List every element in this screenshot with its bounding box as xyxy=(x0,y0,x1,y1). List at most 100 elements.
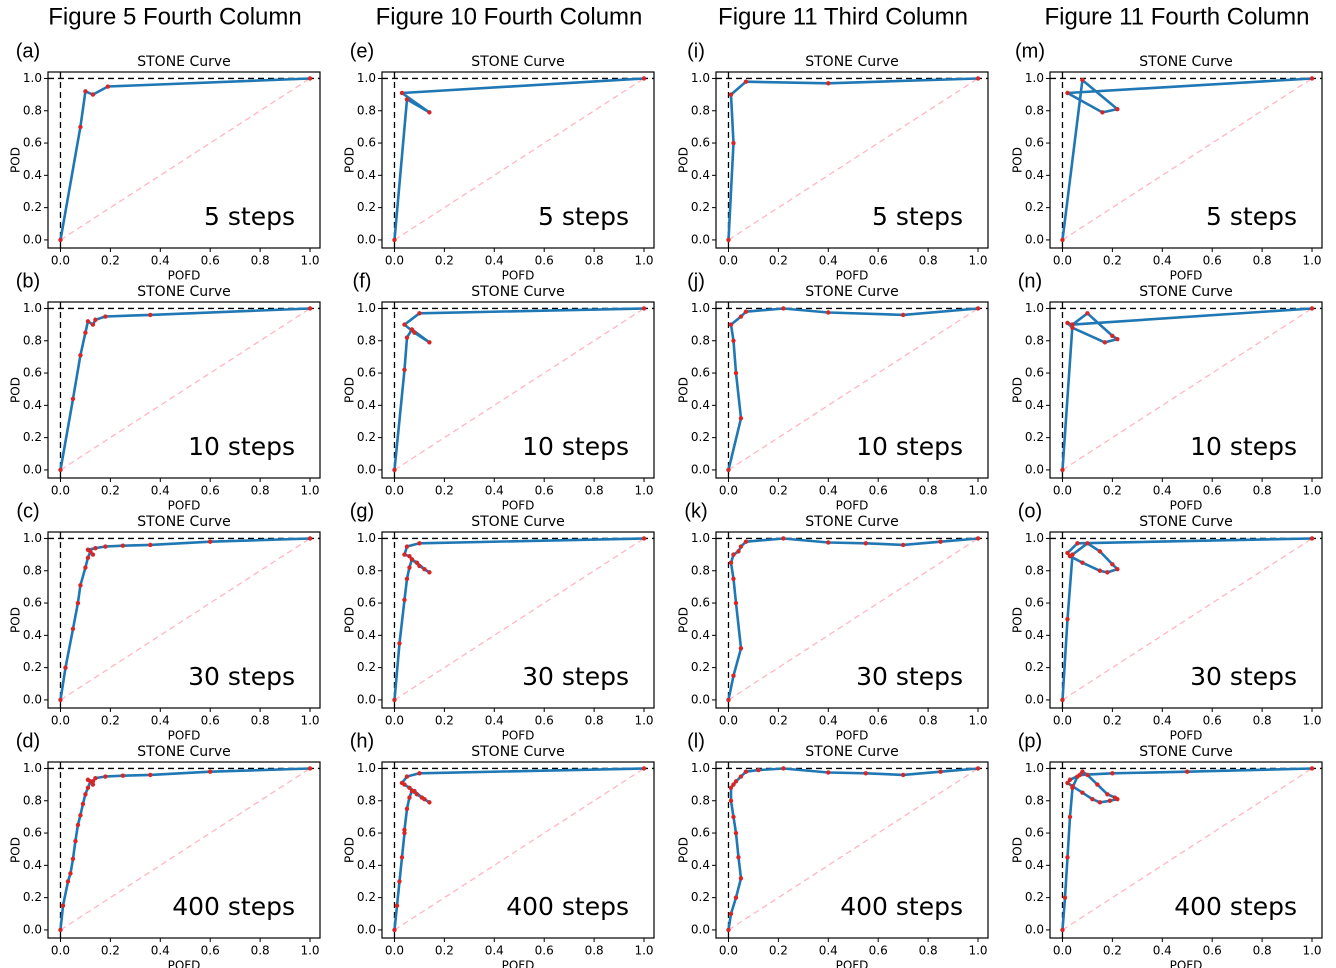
y-tick-label: 0.4 xyxy=(357,858,376,872)
x-tick-label: 0.0 xyxy=(719,944,738,958)
x-axis-label: POFD xyxy=(836,269,869,283)
step-point xyxy=(1185,769,1190,774)
step-point xyxy=(307,536,313,541)
stone-curve xyxy=(727,77,979,240)
step-point xyxy=(90,92,96,97)
y-axis-label: POD xyxy=(9,607,23,633)
plot-frame xyxy=(47,71,321,249)
x-axis-label: POFD xyxy=(168,959,201,968)
y-tick-label: 0.2 xyxy=(691,890,710,904)
step-point xyxy=(417,771,422,776)
column-title: Figure 11 Third Column xyxy=(718,3,968,30)
y-tick-label: 0.8 xyxy=(691,793,710,807)
x-tick-label: 0.0 xyxy=(1053,714,1072,728)
x-tick-label: 0.8 xyxy=(919,254,938,268)
x-tick-label: 0.0 xyxy=(51,714,70,728)
y-tick-label: 0.4 xyxy=(1025,628,1044,642)
y-tick-label: 0.8 xyxy=(357,333,376,347)
chart-title: STONE Curve xyxy=(137,284,231,300)
x-tick-label: 0.4 xyxy=(1153,944,1172,958)
step-point xyxy=(863,771,868,776)
step-point xyxy=(975,306,981,311)
plot-frame xyxy=(715,301,989,479)
step-point xyxy=(404,576,410,582)
y-tick-label: 0.2 xyxy=(1025,200,1044,214)
x-tick-label: 0.4 xyxy=(819,714,838,728)
step-point xyxy=(90,322,96,327)
chart-title: STONE Curve xyxy=(805,284,899,300)
step-point xyxy=(1070,784,1075,789)
step-point xyxy=(1065,320,1070,326)
step-point xyxy=(1070,325,1075,331)
step-point xyxy=(900,312,906,318)
step-point xyxy=(826,540,831,545)
y-tick-label: 0.2 xyxy=(1025,430,1044,444)
y-tick-label: 1.0 xyxy=(1025,531,1044,545)
step-point xyxy=(1065,616,1070,622)
step-point xyxy=(641,306,647,311)
x-axis-label: POFD xyxy=(1170,959,1203,968)
step-point xyxy=(1065,550,1070,556)
step-point xyxy=(1100,110,1105,115)
y-axis-label: POD xyxy=(677,147,691,173)
step-point xyxy=(58,237,63,243)
step-point xyxy=(409,557,415,562)
y-tick-label: 0.6 xyxy=(691,136,710,150)
y-axis-label: POD xyxy=(1011,607,1025,633)
y-tick-label: 1.0 xyxy=(691,531,710,545)
step-point xyxy=(120,773,126,778)
y-tick-label: 0.4 xyxy=(23,168,42,182)
x-tick-label: 0.0 xyxy=(1053,484,1072,498)
plot-frame xyxy=(1049,761,1323,939)
plot-frame xyxy=(47,761,321,939)
panel-label: (e) xyxy=(350,40,374,62)
x-tick-label: 1.0 xyxy=(634,254,653,268)
step-point xyxy=(412,788,417,794)
step-point xyxy=(1115,796,1120,802)
step-point xyxy=(208,539,213,544)
step-point xyxy=(731,814,736,820)
x-tick-label: 1.0 xyxy=(1302,484,1321,498)
step-point xyxy=(726,927,731,933)
step-point xyxy=(85,547,91,552)
x-tick-label: 0.6 xyxy=(869,484,888,498)
x-tick-label: 0.4 xyxy=(1153,254,1172,268)
step-point xyxy=(743,539,749,544)
step-point xyxy=(826,81,831,86)
y-tick-label: 0.6 xyxy=(1025,596,1044,610)
x-tick-label: 1.0 xyxy=(968,254,987,268)
x-tick-label: 0.8 xyxy=(919,484,938,498)
x-tick-label: 1.0 xyxy=(968,714,987,728)
step-point xyxy=(756,767,761,773)
y-tick-label: 0.4 xyxy=(1025,858,1044,872)
x-tick-label: 0.2 xyxy=(101,484,120,498)
step-point xyxy=(120,543,126,548)
y-tick-label: 1.0 xyxy=(1025,761,1044,775)
step-annotation: 400 steps xyxy=(840,892,963,921)
step-point xyxy=(1115,566,1120,572)
step-point xyxy=(641,76,647,81)
step-point xyxy=(78,124,83,130)
y-tick-label: 0.8 xyxy=(357,103,376,117)
y-tick-label: 0.0 xyxy=(691,232,710,246)
chart-title: STONE Curve xyxy=(137,514,231,530)
y-tick-label: 1.0 xyxy=(1025,71,1044,85)
plot-frame xyxy=(1049,71,1323,249)
step-point xyxy=(397,641,402,646)
step-point xyxy=(402,367,407,373)
step-point xyxy=(409,327,415,332)
step-point xyxy=(75,600,81,606)
x-axis-label: POFD xyxy=(1170,269,1203,283)
y-axis-label: POD xyxy=(343,377,357,403)
step-point xyxy=(1085,541,1090,546)
step-point xyxy=(900,772,906,778)
step-point xyxy=(75,822,81,828)
step-point xyxy=(733,830,739,836)
x-tick-label: 0.0 xyxy=(1053,944,1072,958)
step-annotation: 400 steps xyxy=(172,892,295,921)
y-tick-label: 1.0 xyxy=(357,531,376,545)
y-tick-label: 0.4 xyxy=(691,168,710,182)
step-point xyxy=(781,306,786,311)
step-point xyxy=(826,770,831,775)
step-point xyxy=(404,806,410,812)
